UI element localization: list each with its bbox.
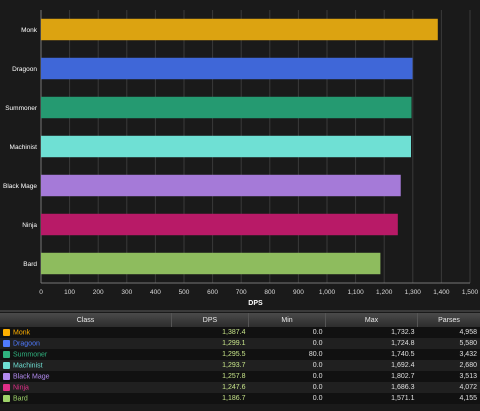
class-cell: Ninja — [0, 382, 172, 393]
table-row[interactable]: Bard 1,186.7 0.0 1,571.1 4,155 — [0, 393, 480, 404]
max-cell: 1,692.4 — [391, 362, 415, 369]
class-cell: Bard — [0, 393, 172, 404]
column-header-dps[interactable]: DPS — [171, 313, 249, 327]
x-tick-label: 400 — [150, 289, 161, 296]
parses-cell: 3,432 — [459, 351, 477, 358]
column-header-class[interactable]: Class — [0, 313, 172, 327]
max-cell: 1,686.3 — [391, 384, 415, 391]
chart-table-divider — [0, 310, 480, 312]
parses-cell: 2,680 — [459, 362, 477, 369]
class-name: Ninja — [13, 384, 29, 392]
x-tick-label: 1,000 — [319, 289, 336, 296]
dps-cell: 1,295.5 — [222, 351, 246, 358]
table-row[interactable]: Dragoon 1,299.1 0.0 1,724.8 5,580 — [0, 338, 480, 349]
column-header-parses[interactable]: Parses — [438, 316, 460, 324]
class-cell: Black Mage — [0, 371, 172, 382]
class-cell: Monk — [0, 327, 172, 338]
dps-cell: 1,247.6 — [222, 384, 246, 391]
category-label: Bard — [23, 261, 37, 268]
x-tick-label: 500 — [179, 289, 190, 296]
ninja-icon — [3, 383, 10, 391]
max-cell: 1,740.5 — [391, 351, 415, 358]
class-cell: Dragoon — [0, 338, 172, 349]
table-row[interactable]: Machinist 1,293.7 0.0 1,692.4 2,680 — [0, 360, 480, 371]
category-label: Monk — [21, 27, 38, 34]
class-name: Machinist — [13, 362, 43, 370]
max-cell: 1,571.1 — [391, 395, 415, 402]
class-name: Monk — [13, 329, 31, 337]
parses-cell: 4,958 — [459, 329, 477, 336]
x-tick-label: 1,400 — [433, 289, 450, 296]
bar-bard[interactable] — [41, 252, 381, 275]
x-tick-label: 0 — [39, 289, 43, 296]
min-cell: 80.0 — [308, 351, 323, 358]
max-cell: 1,732.3 — [391, 329, 415, 336]
parses-cell: 4,072 — [459, 384, 477, 391]
column-header-max[interactable]: Max — [325, 313, 418, 327]
table-row[interactable]: Summoner 1,295.5 80.0 1,740.5 3,432 — [0, 349, 480, 360]
x-tick-label: 1,300 — [405, 289, 422, 296]
table-header-row: Class DPS Min Max Parses — [0, 313, 480, 327]
category-labels: Monk Dragoon Summoner Machinist Black Mage Ni… — [3, 27, 38, 268]
x-tick-label: 800 — [264, 289, 275, 296]
min-cell: 0.0 — [312, 395, 323, 402]
x-tick-label: 100 — [64, 289, 75, 296]
class-name: Dragoon — [13, 340, 40, 348]
black-mage-icon — [3, 372, 10, 380]
x-tick-label: 200 — [93, 289, 104, 296]
bar-summoner[interactable] — [41, 96, 412, 119]
dps-cell: 1,299.1 — [222, 340, 246, 347]
table-row[interactable]: Ninja 1,247.6 0.0 1,686.3 4,072 — [0, 382, 480, 393]
class-cell: Machinist — [0, 360, 172, 371]
dps-cell: 1,293.7 — [222, 362, 246, 369]
bar-ninja[interactable] — [41, 213, 398, 236]
class-name: Summoner — [13, 351, 48, 359]
class-name: Black Mage — [13, 373, 50, 381]
x-tick-label: 900 — [293, 289, 304, 296]
table-row[interactable]: Black Mage 1,257.8 0.0 1,802.7 3,513 — [0, 371, 480, 382]
x-tick-label: 300 — [121, 289, 132, 296]
category-label: Summoner — [5, 105, 38, 112]
min-cell: 0.0 — [312, 329, 323, 336]
monk-icon — [3, 328, 10, 336]
bar-black-mage[interactable] — [41, 174, 401, 197]
machinist-icon — [3, 361, 10, 369]
class-cell: Summoner — [0, 349, 172, 360]
bar-monk[interactable] — [41, 18, 438, 41]
min-cell: 0.0 — [312, 384, 323, 391]
max-cell: 1,724.8 — [391, 340, 415, 347]
x-tick-label: 700 — [236, 289, 247, 296]
max-cell: 1,802.7 — [391, 373, 415, 380]
category-label: Machinist — [10, 144, 38, 151]
dps-cell: 1,257.8 — [222, 373, 246, 380]
category-label: Ninja — [22, 222, 37, 229]
x-tick-label: 1,500 — [462, 289, 479, 296]
x-axis-title: DPS — [248, 300, 263, 307]
parses-cell: 4,155 — [459, 395, 477, 402]
category-label: Black Mage — [3, 183, 37, 190]
dps-cell: 1,186.7 — [222, 395, 246, 402]
bars — [41, 18, 438, 275]
x-tick-label: 1,200 — [376, 289, 393, 296]
dps-cell: 1,387.4 — [222, 329, 246, 336]
x-tick-labels: 0 100 200 300 400 500 600 700 800 900 1,000 1,100 1,… — [39, 289, 478, 296]
class-name: Bard — [13, 395, 28, 403]
column-header-min[interactable]: Min — [248, 313, 326, 327]
x-tick-label: 600 — [207, 289, 218, 296]
bard-icon — [3, 394, 10, 402]
bar-machinist[interactable] — [41, 135, 411, 158]
min-cell: 0.0 — [312, 362, 323, 369]
x-tick-label: 1,100 — [347, 289, 364, 296]
min-cell: 0.0 — [312, 340, 323, 347]
parses-cell: 3,513 — [459, 373, 477, 380]
parses-cell: 5,580 — [459, 340, 477, 347]
summoner-icon — [3, 350, 10, 358]
bar-dragoon[interactable] — [41, 57, 413, 80]
dps-table: Class DPS Min Max Parses Monk 1,387.4 0.0 1… — [0, 313, 480, 404]
table-row[interactable]: Monk 1,387.4 0.0 1,732.3 4,958 — [0, 327, 480, 338]
dps-bar-chart: Monk Dragoon Summoner Machinist Black Mage Ni… — [3, 10, 479, 307]
min-cell: 0.0 — [312, 373, 323, 380]
dragoon-icon — [3, 339, 10, 347]
category-label: Dragoon — [12, 66, 37, 73]
